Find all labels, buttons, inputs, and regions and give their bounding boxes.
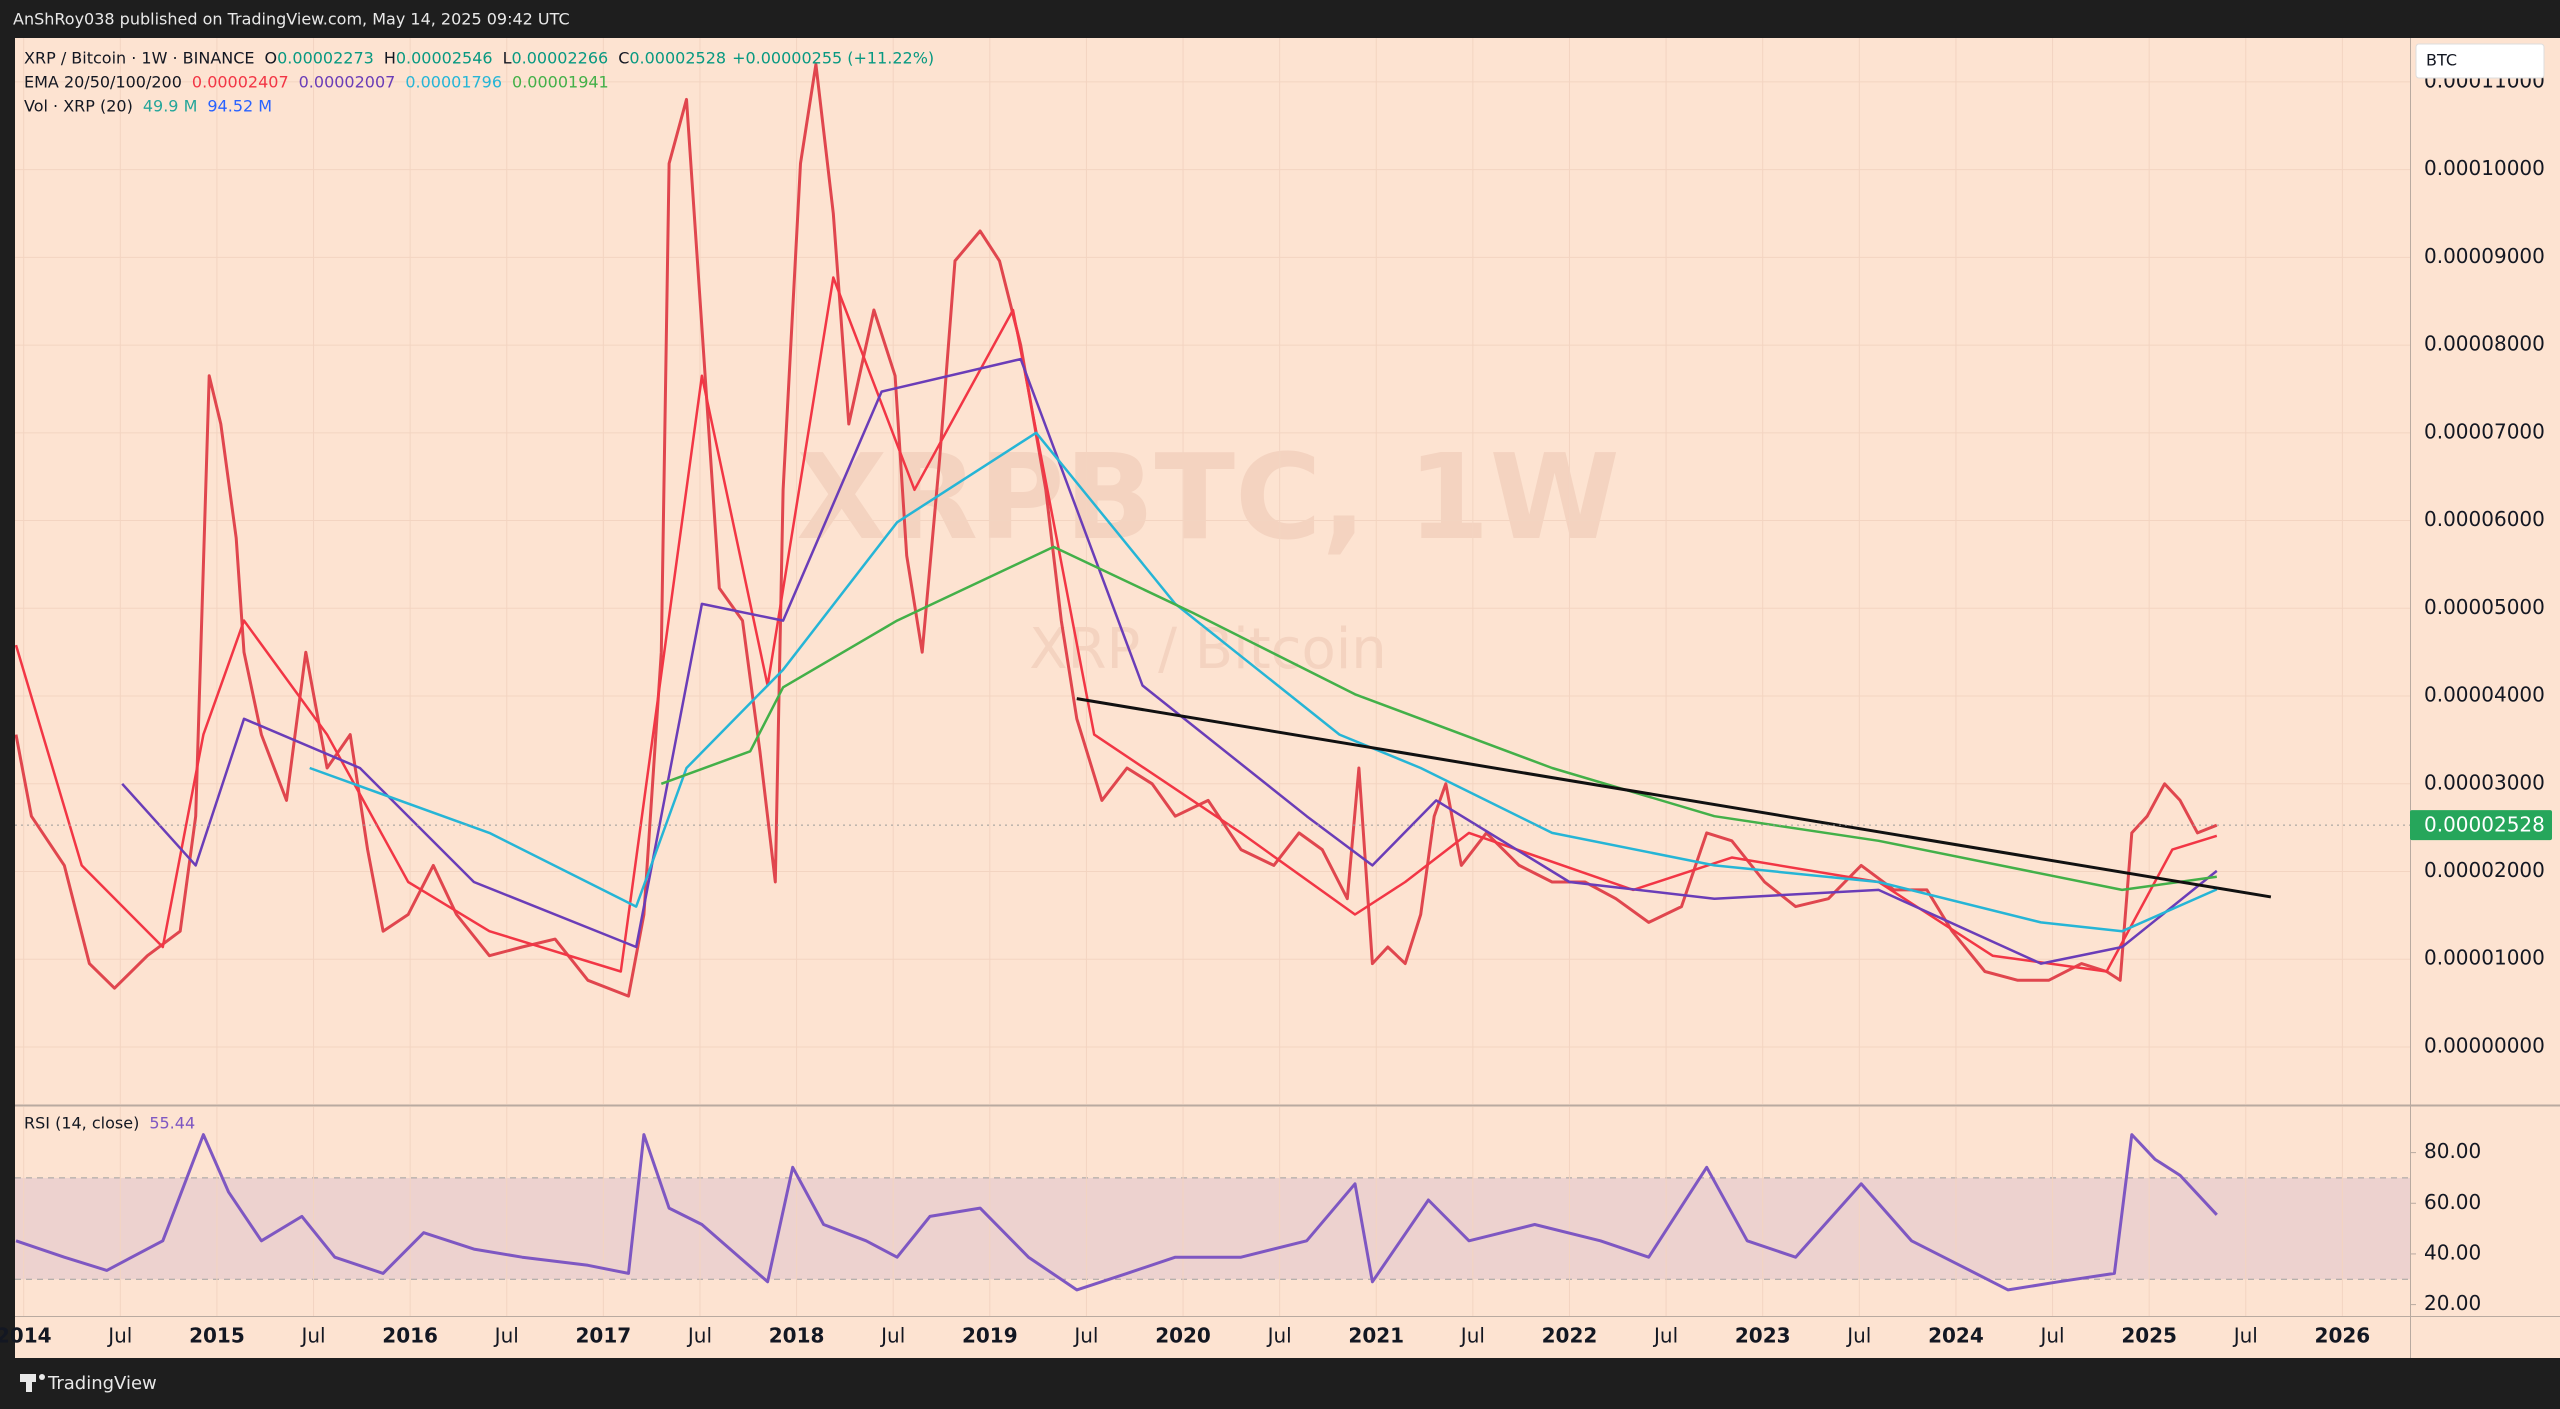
legend-text: 0.00002273 — [277, 49, 374, 68]
x-tick-label: Jul — [1072, 1324, 1098, 1348]
x-tick-label: 2022 — [1542, 1324, 1598, 1348]
x-tick-label: 2026 — [2315, 1324, 2371, 1348]
y-tick-label: 0.00005000 — [2424, 595, 2545, 619]
x-tick-label: 2019 — [962, 1324, 1018, 1348]
x-tick-label: 2024 — [1928, 1324, 1984, 1348]
y-tick-label: 0.00003000 — [2424, 770, 2545, 794]
logo-shape — [26, 1374, 32, 1392]
legend-text: 0.00002266 — [511, 49, 608, 68]
footer — [0, 1358, 2560, 1409]
indicator-line — [309, 431, 2218, 933]
x-tick-label: 2018 — [769, 1324, 825, 1348]
currency-box — [2415, 43, 2545, 79]
publish-info: AnShRoy038 published on TradingView.com,… — [13, 10, 570, 29]
x-tick-label: 2021 — [1348, 1324, 1404, 1348]
currency-label: BTC — [2426, 51, 2457, 70]
legend-text: 0.00002407 — [192, 73, 289, 92]
legend-text: 0.00002007 — [299, 73, 396, 92]
legend-text: L — [503, 49, 512, 68]
y-tick-label: 0.00010000 — [2424, 156, 2545, 180]
x-tick-label: 2025 — [2121, 1324, 2177, 1348]
legend-text: 0.00002528 — [629, 49, 726, 68]
x-tick-label: 2015 — [189, 1324, 245, 1348]
y-tick-label: 40.00 — [2424, 1240, 2481, 1264]
price-line — [15, 1133, 2218, 1292]
x-tick-label: 2023 — [1735, 1324, 1791, 1348]
x-tick-label: Jul — [1845, 1324, 1871, 1348]
trendline — [1076, 697, 2272, 899]
x-tick-label: Jul — [1652, 1324, 1678, 1348]
logo-shape — [39, 1374, 45, 1380]
x-tick-label: Jul — [1266, 1324, 1292, 1348]
legend-text: 0.00001941 — [512, 73, 609, 92]
rsi-band — [15, 1177, 2410, 1280]
last-price-box — [2410, 810, 2552, 841]
y-tick-label: 0.00007000 — [2424, 419, 2545, 443]
footer-brand: TradingView — [47, 1373, 157, 1394]
legend-text: 49.9 M — [143, 97, 198, 116]
x-tick-label: Jul — [2232, 1324, 2258, 1348]
legend-text: +0.00000255 (+11.22%) — [732, 49, 934, 68]
legend-text: RSI (14, close) — [24, 1114, 139, 1133]
x-tick-label: 2020 — [1155, 1324, 1211, 1348]
x-tick-label: Jul — [686, 1324, 712, 1348]
y-tick-label: 20.00 — [2424, 1291, 2481, 1315]
y-tick-label: 0.00009000 — [2424, 244, 2545, 268]
y-tick-label: 0.00008000 — [2424, 332, 2545, 356]
last-price-label: 0.00002528 — [2424, 813, 2545, 837]
legend-text: XRP / Bitcoin · 1W · BINANCE — [24, 49, 255, 68]
rsi-pane — [15, 1107, 2416, 1316]
y-tick-label: 0.00000000 — [2424, 1033, 2545, 1057]
legend-text: 55.44 — [149, 1114, 195, 1133]
indicator-line — [660, 545, 2217, 892]
x-tick-label: 2017 — [576, 1324, 632, 1348]
footer-logo: TradingView — [20, 1373, 157, 1394]
legend-text: Vol · XRP (20) — [24, 97, 133, 116]
watermark-subtitle: XRP / Bitcoin — [1029, 617, 1387, 682]
x-tick-label: Jul — [2038, 1324, 2064, 1348]
y-tick-label: 0.00006000 — [2424, 507, 2545, 531]
price-pane: XRPBTC, 1W XRP / Bitcoin — [15, 38, 2410, 1104]
legend-text: 94.52 M — [207, 97, 272, 116]
y-tick-label: 0.00004000 — [2424, 683, 2545, 707]
x-tick-label: Jul — [1459, 1324, 1485, 1348]
x-tick-label: 2016 — [382, 1324, 438, 1348]
indicator-line — [121, 357, 2218, 965]
legend-text: 0.00002546 — [396, 49, 493, 68]
overlay: 0.00000000 0.00001000 0.00002000 0.00003000… — [0, 43, 2552, 1348]
x-tick-label: 2014 — [0, 1324, 52, 1348]
legend-text: O — [265, 49, 278, 68]
y-tick-label: 0.00001000 — [2424, 946, 2545, 970]
indicator-line — [15, 276, 2218, 973]
x-tick-label: Jul — [493, 1324, 519, 1348]
legend-text: EMA 20/50/100/200 — [24, 73, 182, 92]
y-tick-label: 80.00 — [2424, 1139, 2481, 1163]
y-tick-label: 60.00 — [2424, 1190, 2481, 1214]
legend-text: 0.00001796 — [405, 73, 502, 92]
legend-text: C — [618, 49, 629, 68]
legend-text: H — [384, 49, 396, 68]
x-tick-label: Jul — [106, 1324, 132, 1348]
chart-background — [15, 38, 2560, 1358]
y-tick-label: 0.00002000 — [2424, 858, 2545, 882]
x-tick-label: Jul — [879, 1324, 905, 1348]
watermark: XRPBTC, 1W — [796, 428, 1620, 566]
x-tick-label: Jul — [299, 1324, 325, 1348]
